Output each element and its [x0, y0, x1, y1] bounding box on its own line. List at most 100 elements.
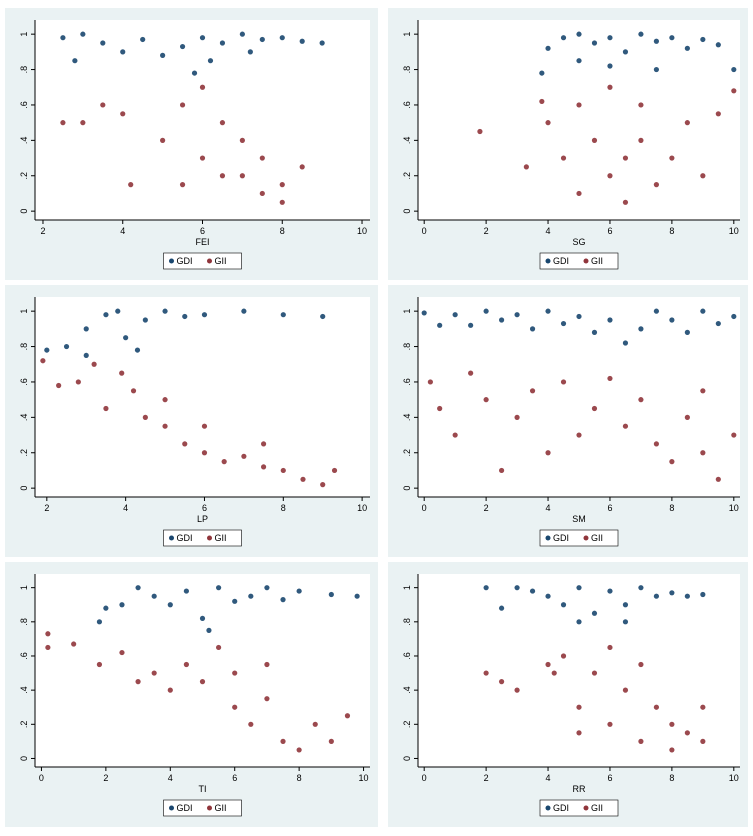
- point: [56, 382, 62, 389]
- legend-label: GII: [215, 533, 227, 543]
- point: [115, 308, 121, 314]
- point: [296, 588, 302, 594]
- x-tick-label: 6: [200, 226, 205, 236]
- point: [653, 704, 660, 710]
- point: [607, 63, 613, 69]
- point: [232, 670, 238, 676]
- point: [638, 137, 644, 143]
- point: [63, 343, 70, 350]
- point: [545, 450, 551, 456]
- point: [576, 704, 582, 710]
- point: [669, 35, 675, 41]
- point: [483, 585, 489, 591]
- point: [700, 308, 706, 314]
- point: [162, 397, 168, 403]
- x-axis-title: RR: [573, 784, 586, 794]
- x-tick-label: 6: [607, 226, 612, 236]
- point: [199, 679, 206, 685]
- point: [607, 644, 613, 651]
- y-tick-label: .8: [19, 66, 29, 74]
- point: [684, 730, 690, 736]
- point: [498, 467, 505, 474]
- point: [539, 98, 545, 105]
- point: [545, 120, 551, 126]
- point: [83, 352, 89, 359]
- point: [684, 593, 690, 599]
- x-tick-label: 8: [669, 226, 674, 236]
- point: [162, 423, 168, 429]
- point: [300, 476, 306, 482]
- point: [264, 696, 270, 702]
- point: [162, 308, 168, 314]
- legend-label: GDI: [177, 803, 193, 813]
- point: [206, 627, 212, 633]
- legend-marker: [207, 258, 212, 264]
- x-tick-label: 6: [232, 773, 237, 783]
- y-tick-label: .8: [402, 618, 412, 626]
- legend-marker: [207, 535, 212, 541]
- point: [83, 326, 89, 332]
- point: [119, 649, 125, 656]
- point: [100, 40, 106, 46]
- point: [638, 585, 644, 591]
- point: [700, 36, 706, 43]
- point: [280, 597, 286, 603]
- y-tick-label: .4: [19, 137, 29, 145]
- y-tick-label: 0: [19, 486, 29, 491]
- point: [134, 347, 141, 353]
- point: [80, 120, 86, 126]
- x-tick-label: 10: [729, 226, 739, 236]
- x-tick-label: 0: [422, 226, 427, 236]
- point: [182, 313, 188, 320]
- x-axis-title: TI: [199, 784, 207, 794]
- plot-area: [35, 20, 370, 220]
- point: [201, 423, 208, 429]
- point: [241, 308, 247, 314]
- x-tick-label: 4: [123, 503, 128, 513]
- point: [44, 347, 50, 353]
- point: [103, 312, 109, 318]
- point: [700, 591, 706, 598]
- y-tick-label: .4: [402, 414, 412, 422]
- point: [607, 721, 613, 727]
- x-tick-label: 2: [484, 226, 489, 236]
- point: [591, 670, 598, 676]
- legend-marker: [545, 805, 551, 811]
- point: [622, 49, 629, 55]
- point: [179, 182, 186, 188]
- y-tick-label: .2: [402, 449, 412, 457]
- point: [700, 738, 706, 744]
- point: [622, 619, 629, 625]
- y-tick-label: .8: [402, 66, 412, 74]
- point: [280, 312, 286, 318]
- point: [241, 453, 247, 459]
- y-tick-label: 1: [402, 585, 412, 590]
- x-axis-title: SM: [572, 514, 586, 524]
- y-tick-label: .6: [19, 378, 29, 386]
- y-tick-label: 0: [402, 756, 412, 761]
- point: [135, 585, 141, 591]
- legend-label: GII: [215, 256, 227, 266]
- point: [669, 721, 675, 727]
- point: [607, 84, 613, 90]
- point: [142, 414, 148, 420]
- point: [201, 312, 208, 318]
- point: [653, 38, 660, 44]
- point: [128, 182, 134, 188]
- y-tick-label: 0: [19, 756, 29, 761]
- point: [560, 379, 567, 385]
- y-tick-label: .4: [19, 686, 29, 694]
- plot-area: [35, 297, 370, 497]
- point: [576, 31, 582, 37]
- point: [576, 619, 582, 625]
- legend-label: GII: [591, 256, 603, 266]
- x-tick-label: 0: [422, 503, 427, 513]
- y-tick-label: .4: [402, 686, 412, 694]
- x-axis-title: SG: [572, 237, 585, 247]
- point: [715, 42, 721, 48]
- x-tick-label: 8: [281, 503, 286, 513]
- legend-marker: [545, 258, 551, 264]
- point: [280, 738, 286, 744]
- point: [221, 459, 227, 465]
- y-tick-label: 1: [19, 585, 29, 590]
